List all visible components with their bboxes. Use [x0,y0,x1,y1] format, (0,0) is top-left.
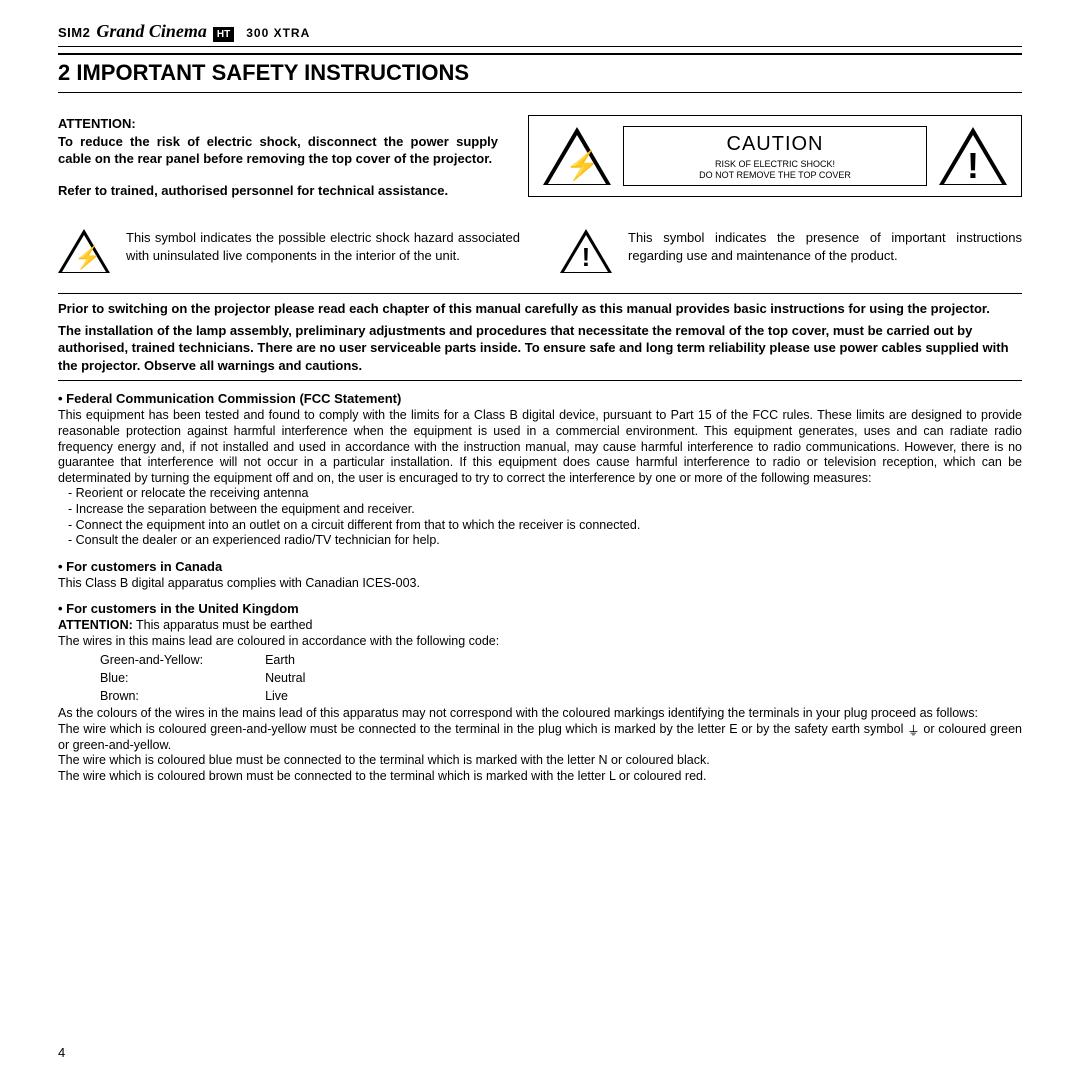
attention-text-block: ATTENTION: To reduce the risk of electri… [58,115,498,199]
fcc-list: Reorient or relocate the receiving anten… [58,486,1022,549]
attention-heading: ATTENTION: [58,115,498,133]
list-item: Reorient or relocate the receiving anten… [70,486,1022,502]
exclaim-triangle-icon: ! [939,127,1007,185]
canada-heading: • For customers in Canada [58,559,1022,576]
symbol-info-text: This symbol indicates the presence of im… [628,229,1022,264]
uk-gy-pre: The wire which is coloured green-and-yel… [58,722,907,736]
attention-p2: Refer to trained, authorised personnel f… [58,182,498,200]
caution-line1: RISK OF ELECTRIC SHOCK! [632,159,918,170]
earth-symbol-icon: ⏚ [907,724,920,740]
attention-p1: To reduce the risk of electric shock, di… [58,133,498,168]
list-item: Connect the equipment into an outlet on … [70,518,1022,534]
fcc-heading: • Federal Communication Commission (FCC … [58,391,1022,408]
wire-colour-table: Green-and-Yellow:Earth Blue:Neutral Brow… [98,650,367,707]
exclaim-triangle-small-icon: ! [560,229,612,273]
list-item: Increase the separation between the equi… [70,502,1022,518]
page-number: 4 [58,1045,65,1062]
caution-center: CAUTION RISK OF ELECTRIC SHOCK! DO NOT R… [623,126,927,186]
section-title: 2 IMPORTANT SAFETY INSTRUCTIONS [58,53,1022,93]
list-item: Consult the dealer or an experienced rad… [70,533,1022,549]
install-paragraph: The installation of the lamp assembly, p… [58,322,1022,375]
table-row: Brown:Live [100,688,365,704]
bang-small-icon: ! [576,241,596,275]
shock-triangle-small-icon: ⚡ [58,229,110,273]
wire-meaning: Live [265,688,365,704]
brand-ht-badge: HT [213,27,234,42]
brand-prefix: SIM2 [58,25,90,42]
attention-row: ATTENTION: To reduce the risk of electri… [58,115,1022,199]
brand-model: 300 XTRA [246,26,310,42]
wire-meaning: Earth [265,652,365,668]
prior-paragraph: Prior to switching on the projector plea… [58,300,1022,318]
brand-script: Grand Cinema [96,20,207,43]
uk-attn-label: ATTENTION: [58,618,133,632]
uk-leadin: The wires in this mains lead are coloure… [58,634,1022,650]
table-row: Green-and-Yellow:Earth [100,652,365,668]
symbol-explain-row: ⚡ This symbol indicates the possible ele… [58,229,1022,273]
uk-attn-text: This apparatus must be earthed [133,618,313,632]
shock-triangle-icon: ⚡ [543,127,611,185]
uk-colours-para: As the colours of the wires in the mains… [58,706,1022,722]
page-header: SIM2 Grand Cinema HT 300 XTRA [58,20,1022,47]
divider [58,293,1022,294]
uk-blue-para: The wire which is coloured blue must be … [58,753,1022,769]
wire-colour: Green-and-Yellow: [100,652,263,668]
symbol-shock-block: ⚡ This symbol indicates the possible ele… [58,229,520,273]
caution-line2: DO NOT REMOVE THE TOP COVER [632,170,918,181]
wire-colour: Brown: [100,688,263,704]
bolt-small-icon: ⚡ [74,244,94,273]
uk-attention: ATTENTION: This apparatus must be earthe… [58,618,1022,634]
uk-green-yellow-para: The wire which is coloured green-and-yel… [58,722,1022,753]
table-row: Blue:Neutral [100,670,365,686]
caution-box: ⚡ CAUTION RISK OF ELECTRIC SHOCK! DO NOT… [528,115,1022,197]
bolt-icon: ⚡ [565,148,589,184]
symbol-info-block: ! This symbol indicates the presence of … [560,229,1022,273]
divider [58,380,1022,381]
uk-brown-para: The wire which is coloured brown must be… [58,769,1022,785]
symbol-shock-text: This symbol indicates the possible elect… [126,229,520,264]
caution-title: CAUTION [632,131,918,157]
uk-heading: • For customers in the United Kingdom [58,601,1022,618]
bang-icon: ! [961,143,985,190]
canada-body: This Class B digital apparatus complies … [58,576,1022,592]
wire-meaning: Neutral [265,670,365,686]
wire-colour: Blue: [100,670,263,686]
fcc-body: This equipment has been tested and found… [58,408,1022,486]
